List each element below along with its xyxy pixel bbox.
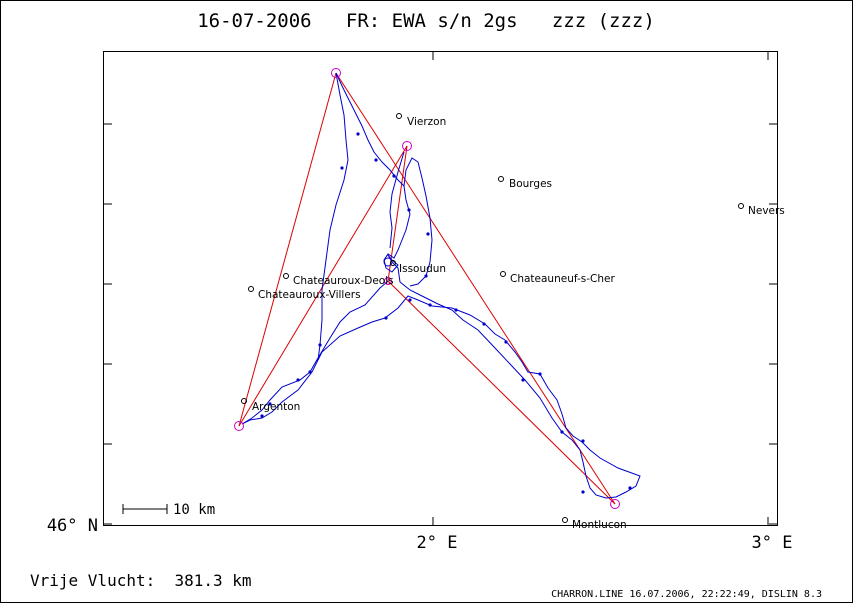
track-markers xyxy=(260,132,632,494)
place-label-chateauneuf-s-cher: Chateauneuf-s-Cher xyxy=(510,273,615,285)
place-label-argenton: Argenton xyxy=(252,401,300,413)
turnpoints xyxy=(234,68,620,509)
place-label-nevers: Nevers xyxy=(748,205,785,217)
y-axis-label: 46° N xyxy=(47,516,98,536)
place-label-issoudun: Issoudun xyxy=(399,263,446,275)
x-axis-label-3e: 3° E xyxy=(752,533,793,553)
scale-bar-label: 10 km xyxy=(173,502,215,518)
place-label-chateauroux-villers: Chateauroux-Villers xyxy=(258,289,361,301)
plot-frame xyxy=(103,51,778,526)
x-axis-label-2e: 2° E xyxy=(417,533,458,553)
place-marker-chateauneuf-s-cher xyxy=(500,271,506,277)
place-marker-argenton xyxy=(241,398,247,404)
place-marker-montlucon xyxy=(562,517,568,523)
place-marker-vierzon xyxy=(396,113,402,119)
place-marker-issoudun xyxy=(390,260,396,266)
map-title: 16-07-2006 FR: EWA s/n 2gs zzz (zzz) xyxy=(197,10,655,32)
turnpoint-2 xyxy=(402,141,412,151)
start-point xyxy=(384,277,392,285)
place-marker-chateauroux-deols xyxy=(283,273,289,279)
free-flight-distance: Vrije Vlucht: 381.3 km xyxy=(30,571,252,590)
place-label-bourges: Bourges xyxy=(509,178,552,190)
axis-ticks xyxy=(104,52,777,525)
place-marker-nevers xyxy=(738,203,744,209)
turnpoint-3 xyxy=(234,421,244,431)
place-marker-chateauroux-villers xyxy=(248,286,254,292)
place-label-montlucon: Montlucon xyxy=(572,519,627,531)
turnpoint-4 xyxy=(610,499,620,509)
footer-credits: CHARRON.LINE 16.07.2006, 22:22:49, DISLI… xyxy=(551,589,822,600)
circling-loop xyxy=(383,257,393,267)
place-label-vierzon: Vierzon xyxy=(407,116,446,128)
place-label-chateauroux-deols: Chateauroux-Deols xyxy=(293,275,394,287)
place-marker-bourges xyxy=(498,176,504,182)
places: Vierzon Bourges Nevers Issoudun Chateaur… xyxy=(241,113,785,531)
scale-bar xyxy=(122,504,168,514)
turnpoint-1 xyxy=(331,68,341,78)
